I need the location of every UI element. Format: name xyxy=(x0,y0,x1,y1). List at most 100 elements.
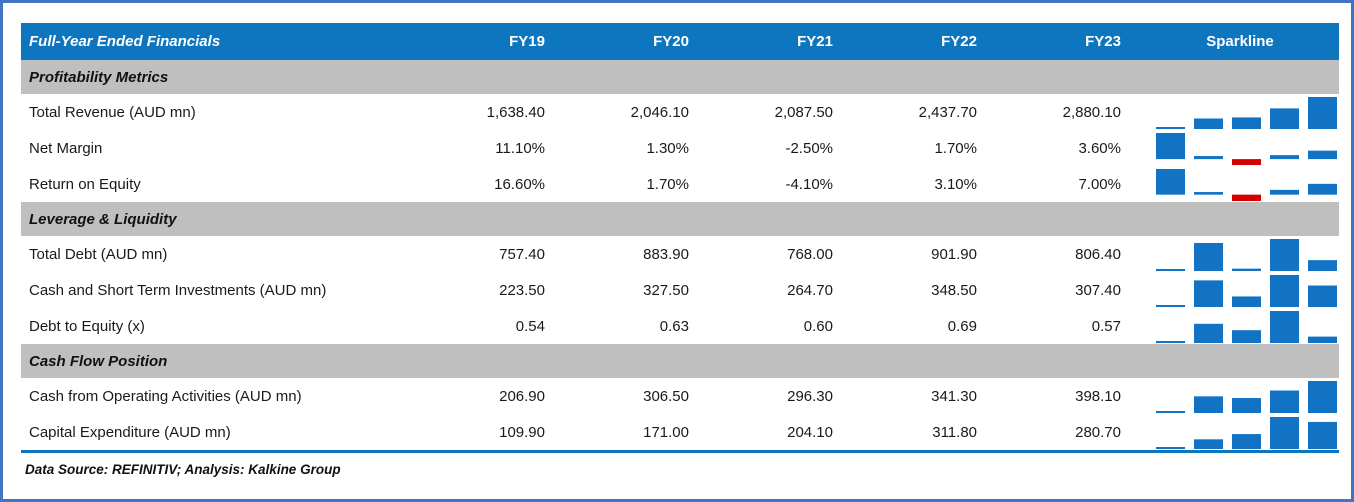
sparkline-bar xyxy=(1270,155,1299,160)
sparkline-cell xyxy=(1141,272,1339,308)
sparkline-bar xyxy=(1308,150,1337,160)
section-header: Cash Flow Position xyxy=(21,344,1339,378)
sparkline-chart xyxy=(1156,97,1337,129)
metric-value: 311.80 xyxy=(932,423,977,441)
metric-value: 307.40 xyxy=(1075,281,1121,299)
sparkline-bar xyxy=(1232,159,1261,165)
metric-label: Cash from Operating Activities (AUD mn) xyxy=(29,387,302,405)
metric-row: Capital Expenditure (AUD mn) 109.90 171.00… xyxy=(21,414,1339,450)
metric-row: Total Revenue (AUD mn) 1,638.40 2,046.10 2,… xyxy=(21,94,1339,130)
column-header-fy22: FY22 xyxy=(941,33,977,50)
metric-row: Total Debt (AUD mn) 757.40 883.90 768.00 901… xyxy=(21,236,1339,272)
metric-value: 0.57 xyxy=(1091,317,1121,335)
metric-label: Return on Equity xyxy=(29,175,141,193)
sparkline-bar xyxy=(1194,396,1223,413)
metric-row: Debt to Equity (x) 0.54 0.63 0.60 0.69 0.57 xyxy=(21,308,1339,344)
column-header-sparkline: Sparkline xyxy=(1206,33,1274,50)
sparkline-bar xyxy=(1156,269,1185,271)
table-title: Full-Year Ended Financials xyxy=(29,33,221,50)
sparkline-bar xyxy=(1156,127,1185,129)
sparkline-chart xyxy=(1156,239,1337,271)
sparkline-bar xyxy=(1194,156,1223,160)
sparkline-cell xyxy=(1141,308,1339,344)
metric-value: 1.70% xyxy=(934,139,977,157)
metric-label: Debt to Equity (x) xyxy=(29,317,145,335)
table-body: Profitability Metrics Total Revenue (AUD … xyxy=(21,60,1339,450)
metric-value: 296.30 xyxy=(787,387,833,405)
sparkline-bar xyxy=(1156,447,1185,449)
sparkline-bar xyxy=(1308,421,1337,449)
metric-label: Capital Expenditure (AUD mn) xyxy=(29,423,231,441)
metric-value: 327.50 xyxy=(643,281,689,299)
sparkline-bar xyxy=(1232,434,1261,449)
sparkline-bar xyxy=(1270,189,1299,195)
section-header: Profitability Metrics xyxy=(21,60,1339,94)
data-source-note: Data Source: REFINITIV; Analysis: Kalkin… xyxy=(25,462,341,477)
metric-value: 0.54 xyxy=(515,317,545,335)
metric-value: 206.90 xyxy=(499,387,545,405)
metric-value: 171.00 xyxy=(643,423,689,441)
sparkline-bar xyxy=(1194,118,1223,129)
sparkline-bar xyxy=(1194,280,1223,307)
sparkline-bar xyxy=(1156,169,1185,195)
sparkline-cell xyxy=(1141,166,1339,202)
sparkline-bar xyxy=(1270,417,1299,449)
sparkline-bar xyxy=(1232,268,1261,271)
metric-row: Cash from Operating Activities (AUD mn) 2… xyxy=(21,378,1339,414)
sparkline-bar xyxy=(1194,439,1223,449)
sparkline-chart xyxy=(1156,275,1337,307)
metric-value: 223.50 xyxy=(499,281,545,299)
sparkline-cell xyxy=(1141,130,1339,166)
metric-value: 264.70 xyxy=(787,281,833,299)
sparkline-cell xyxy=(1141,236,1339,272)
metric-value: 806.40 xyxy=(1075,245,1121,263)
metric-value: 11.10% xyxy=(495,139,545,157)
metric-value: 109.90 xyxy=(499,423,545,441)
sparkline-chart xyxy=(1156,381,1337,413)
sparkline-cell xyxy=(1141,414,1339,450)
metric-value: 768.00 xyxy=(787,245,833,263)
sparkline-bar xyxy=(1156,305,1185,307)
sparkline-chart xyxy=(1156,133,1337,165)
metric-value: -2.50% xyxy=(785,139,833,157)
metric-value: 1.30% xyxy=(646,139,689,157)
sparkline-bar xyxy=(1194,323,1223,343)
metric-value: 16.60% xyxy=(494,175,545,193)
metric-value: 3.10% xyxy=(934,175,977,193)
metric-value: 883.90 xyxy=(643,245,689,263)
metric-row: Cash and Short Term Investments (AUD mn)… xyxy=(21,272,1339,308)
column-header-fy20: FY20 xyxy=(653,33,689,50)
sparkline-bar xyxy=(1308,260,1337,271)
sparkline-chart xyxy=(1156,417,1337,449)
table-bottom-rule xyxy=(21,450,1339,453)
sparkline-bar xyxy=(1270,311,1299,343)
metric-value: 398.10 xyxy=(1075,387,1121,405)
financials-table: Full-Year Ended Financials FY19 FY20 FY2… xyxy=(21,23,1339,453)
metric-value: 341.30 xyxy=(931,387,977,405)
metric-value: 2,437.70 xyxy=(918,103,977,121)
sparkline-bar xyxy=(1156,133,1185,160)
metric-value: 2,046.10 xyxy=(630,103,689,121)
metric-value: 1.70% xyxy=(646,175,689,193)
metric-value: 757.40 xyxy=(499,245,545,263)
sparkline-bar xyxy=(1194,192,1223,195)
metric-value: 204.10 xyxy=(787,423,833,441)
sparkline-bar xyxy=(1156,411,1185,413)
sparkline-bar xyxy=(1308,97,1337,129)
sparkline-bar xyxy=(1308,183,1337,195)
column-header-fy21: FY21 xyxy=(797,33,833,50)
metric-value: 306.50 xyxy=(643,387,689,405)
sparkline-chart xyxy=(1156,169,1337,201)
column-header-fy23: FY23 xyxy=(1085,33,1121,50)
sparkline-chart xyxy=(1156,311,1337,343)
metric-label: Cash and Short Term Investments (AUD mn) xyxy=(29,281,327,299)
metric-value: 348.50 xyxy=(931,281,977,299)
metric-value: 3.60% xyxy=(1078,139,1121,157)
sparkline-bar xyxy=(1270,275,1299,307)
sparkline-bar xyxy=(1308,336,1337,343)
sparkline-bar xyxy=(1308,381,1337,413)
sparkline-bar xyxy=(1156,341,1185,343)
sparkline-bar xyxy=(1232,398,1261,413)
sparkline-bar xyxy=(1194,242,1223,271)
metric-label: Net Margin xyxy=(29,139,103,157)
